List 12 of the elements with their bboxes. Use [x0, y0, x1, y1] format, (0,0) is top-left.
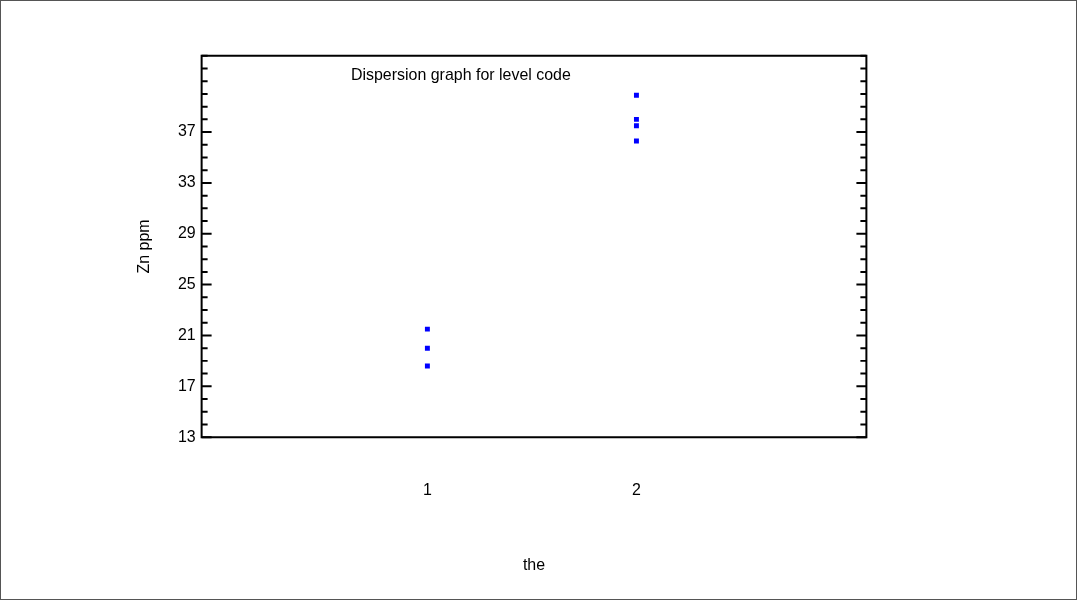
y-tick-label: 21: [177, 325, 196, 343]
y-tick-label: 25: [177, 275, 196, 292]
y-tick-label: 37: [177, 122, 196, 140]
x-tick-label: 2: [632, 480, 642, 498]
x-tick-label: 1: [422, 480, 432, 498]
x-axis-title: the: [522, 555, 546, 573]
y-axis-title: Zn ppm: [134, 219, 152, 274]
text: Dispersion graph for level code: [350, 66, 571, 84]
y-tick-label: 17: [177, 376, 196, 394]
y-tick-label: 13: [177, 427, 196, 445]
y-tick-label: 33: [177, 173, 196, 191]
y-tick-label: 29: [177, 224, 196, 242]
